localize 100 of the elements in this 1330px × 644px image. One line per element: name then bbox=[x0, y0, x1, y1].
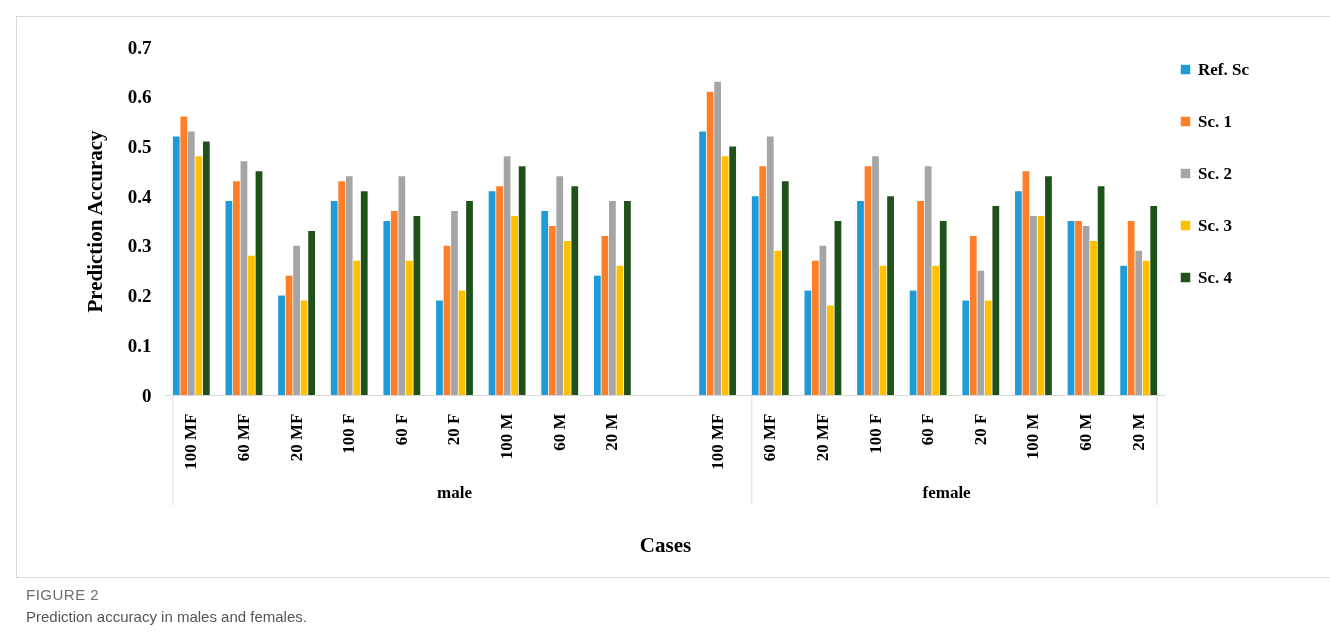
bar bbox=[405, 260, 413, 395]
x-tick-label: 20 F bbox=[444, 413, 464, 446]
bar bbox=[751, 196, 759, 395]
bar bbox=[466, 201, 473, 395]
bar bbox=[548, 225, 556, 395]
bar bbox=[714, 81, 722, 395]
bar bbox=[451, 211, 458, 395]
text: male bbox=[437, 483, 473, 502]
y-tick-label: 0.7 bbox=[127, 36, 152, 58]
bar bbox=[1150, 206, 1158, 395]
bar bbox=[187, 131, 195, 395]
x-tick-label: 100 MF bbox=[181, 413, 201, 470]
text: Prediction accuracy in males and females. bbox=[26, 608, 307, 625]
bar bbox=[977, 270, 985, 395]
caption: FIGURE 2 bbox=[26, 586, 100, 603]
bar bbox=[601, 235, 609, 395]
bar bbox=[1090, 240, 1097, 395]
y-tick-label: 0.2 bbox=[127, 285, 152, 307]
x-tick-label: 60 M bbox=[549, 413, 569, 451]
bar bbox=[593, 275, 601, 395]
bar bbox=[827, 305, 834, 395]
legend-label: Sc. 4 bbox=[1198, 267, 1233, 287]
bar bbox=[939, 221, 947, 395]
y-tick-label: 0 bbox=[142, 384, 152, 406]
bar bbox=[1045, 176, 1052, 395]
bar bbox=[398, 176, 406, 395]
y-tick-label: 0.3 bbox=[127, 235, 152, 257]
x-tick-label: 60 F bbox=[391, 413, 411, 446]
bar bbox=[202, 141, 210, 395]
x-tick-label: 100 MF bbox=[707, 413, 727, 470]
bar bbox=[563, 240, 571, 395]
bar bbox=[1030, 216, 1037, 395]
bar bbox=[330, 201, 338, 395]
legend-label: Ref. Sc bbox=[1198, 59, 1250, 79]
bar bbox=[1075, 221, 1082, 395]
bar bbox=[909, 290, 917, 395]
y-axis-title: Prediction Accuracy bbox=[82, 129, 107, 313]
legend-label: Sc. 3 bbox=[1198, 215, 1232, 235]
bar bbox=[413, 216, 421, 395]
bar bbox=[857, 201, 864, 395]
x-tick-label: 60 F bbox=[918, 413, 938, 446]
text: female bbox=[922, 483, 972, 502]
y-tick-label: 0.4 bbox=[127, 185, 152, 207]
bar bbox=[353, 260, 361, 395]
bar bbox=[496, 186, 503, 395]
x-tick-label: 20 MF bbox=[286, 413, 306, 462]
bar bbox=[518, 166, 526, 395]
bar bbox=[308, 230, 315, 395]
bar bbox=[984, 300, 992, 395]
bar bbox=[360, 191, 368, 395]
bar bbox=[887, 196, 894, 395]
bar bbox=[571, 186, 579, 395]
bar bbox=[781, 181, 789, 395]
x-tick-label: 100 F bbox=[339, 413, 359, 454]
bar bbox=[1120, 265, 1128, 395]
x-tick-label: 20 M bbox=[1128, 413, 1148, 451]
x-tick-label: 100 M bbox=[497, 413, 517, 460]
bar bbox=[390, 211, 398, 395]
x-tick-label: 20 M bbox=[602, 413, 622, 451]
bar bbox=[969, 235, 977, 395]
bar bbox=[917, 201, 925, 395]
bar bbox=[932, 265, 940, 395]
y-tick-label: 0.1 bbox=[127, 334, 152, 356]
bar bbox=[766, 136, 774, 395]
bar bbox=[278, 295, 285, 395]
legend-label: Sc. 1 bbox=[1198, 111, 1232, 131]
x-tick-label: 20 F bbox=[970, 413, 990, 446]
x-tick-label: 20 MF bbox=[812, 413, 832, 462]
bar bbox=[804, 290, 812, 395]
bar bbox=[248, 255, 255, 395]
bar bbox=[436, 300, 443, 395]
bar bbox=[1127, 221, 1135, 395]
bar bbox=[1135, 250, 1143, 395]
bar bbox=[172, 136, 180, 395]
y-tick-label: 0.5 bbox=[127, 135, 152, 157]
bar bbox=[759, 166, 767, 395]
bar bbox=[992, 206, 1000, 395]
bar bbox=[556, 176, 564, 395]
bar bbox=[338, 181, 346, 395]
bar bbox=[180, 116, 188, 395]
x-tick-label: 60 MF bbox=[233, 413, 253, 462]
x-axis-title: Cases bbox=[639, 532, 692, 557]
bar bbox=[345, 176, 353, 395]
bar bbox=[1142, 260, 1150, 395]
x-tick-label: 100 F bbox=[865, 413, 885, 454]
bar bbox=[774, 250, 782, 395]
bar bbox=[811, 260, 819, 395]
bar bbox=[383, 221, 391, 395]
bar bbox=[293, 245, 300, 395]
bar bbox=[1015, 191, 1022, 395]
x-tick-label: 60 MF bbox=[760, 413, 780, 462]
bar bbox=[608, 201, 616, 395]
bar bbox=[962, 300, 970, 395]
bar bbox=[721, 156, 729, 395]
bar bbox=[195, 156, 203, 395]
x-tick-label: 100 M bbox=[1023, 413, 1043, 460]
x-tick-label: 60 M bbox=[1076, 413, 1096, 451]
bar bbox=[729, 146, 737, 395]
bar bbox=[924, 166, 932, 395]
y-tick-label: 0.6 bbox=[127, 86, 152, 108]
